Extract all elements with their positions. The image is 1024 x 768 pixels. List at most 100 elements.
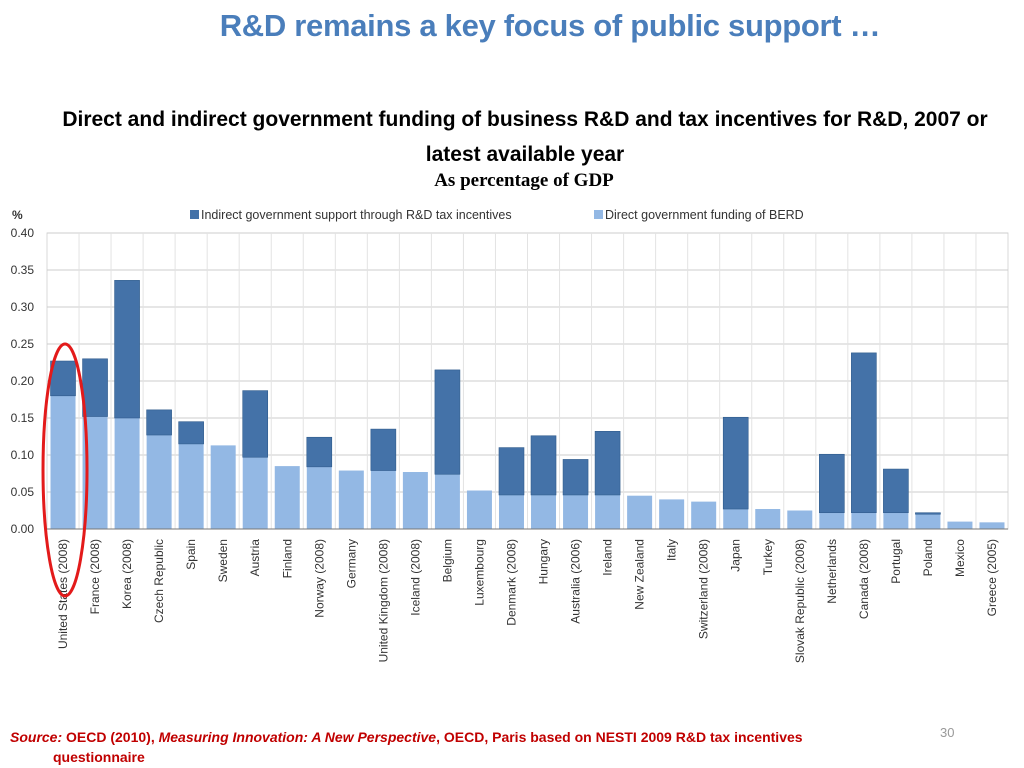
bar-direct-funding bbox=[370, 470, 396, 529]
x-tick-label: Luxembourg bbox=[472, 539, 486, 606]
x-tick-label: Hungary bbox=[537, 539, 551, 584]
bar-direct-funding bbox=[723, 509, 749, 529]
y-tick-label: 0.20 bbox=[11, 374, 35, 388]
y-tick-label: 0.25 bbox=[11, 337, 35, 351]
x-tick-label: Ireland bbox=[601, 539, 615, 576]
bar-direct-funding bbox=[402, 472, 428, 529]
bar-indirect-support bbox=[498, 447, 525, 496]
x-tick-label: Belgium bbox=[440, 539, 454, 582]
bar-indirect-support bbox=[178, 421, 204, 445]
bar-indirect-support bbox=[530, 435, 557, 496]
bar-indirect-support bbox=[883, 468, 909, 514]
bar-direct-funding bbox=[947, 521, 973, 529]
y-axis-unit: % bbox=[12, 208, 23, 222]
x-tick-label: United Kingdom (2008) bbox=[376, 539, 390, 662]
legend-swatch-direct bbox=[594, 210, 603, 219]
bar-indirect-support bbox=[434, 369, 461, 475]
chart-title: Direct and indirect government funding o… bbox=[62, 108, 988, 166]
bar-direct-funding bbox=[274, 466, 300, 529]
legend-label-direct: Direct government funding of BERD bbox=[605, 208, 804, 222]
bar-indirect-support bbox=[114, 280, 140, 419]
highlight-ellipse bbox=[41, 342, 89, 598]
x-tick-label: France (2008) bbox=[88, 539, 102, 614]
bar-indirect-support bbox=[50, 360, 76, 397]
x-tick-label: Poland bbox=[921, 539, 935, 576]
bar-direct-funding bbox=[50, 395, 76, 529]
y-tick-label: 0.00 bbox=[11, 522, 35, 536]
bar-direct-funding bbox=[595, 494, 621, 529]
x-tick-label: Korea (2008) bbox=[120, 539, 134, 609]
bar-indirect-support bbox=[819, 453, 845, 514]
bar-direct-funding bbox=[178, 443, 204, 529]
bar-direct-funding bbox=[466, 490, 492, 529]
bar-indirect-support bbox=[82, 358, 108, 417]
bar-direct-funding bbox=[627, 495, 653, 529]
bar-direct-funding bbox=[338, 470, 364, 529]
bar-indirect-support bbox=[722, 416, 749, 510]
x-tick-label: Greece (2005) bbox=[985, 539, 999, 616]
bar-direct-funding bbox=[915, 514, 941, 529]
x-tick-label: Slovak Republic (2008) bbox=[793, 539, 807, 663]
chart-subtitle: As percentage of GDP bbox=[434, 170, 614, 191]
bar-indirect-support bbox=[370, 428, 397, 471]
stacked-bar-chart: 0.00 0.05 0.10 0.15 0.20 0.25 0.30 0.35 0.40% Uni… bbox=[11, 208, 1009, 663]
x-tick-label: Japan bbox=[729, 539, 743, 572]
x-tick-label: Spain bbox=[184, 539, 198, 570]
bar-indirect-support bbox=[915, 512, 941, 515]
x-tick-label: Netherlands bbox=[825, 539, 839, 604]
legend-label-indirect: Indirect government support through R&D … bbox=[201, 208, 512, 222]
bar-indirect-support bbox=[242, 390, 269, 458]
x-tick-label: Canada (2008) bbox=[857, 539, 871, 619]
x-tick-label: Portugal bbox=[889, 539, 903, 584]
x-tick-label: Mexico bbox=[953, 539, 967, 577]
source-publication-title: Measuring Innovation: A New Perspective bbox=[158, 729, 437, 745]
bar-direct-funding bbox=[531, 494, 557, 529]
x-tick-label: Czech Republic bbox=[152, 539, 166, 623]
y-tick-label: 0.40 bbox=[11, 226, 35, 240]
bar-direct-funding bbox=[787, 510, 813, 529]
bar-direct-funding bbox=[434, 474, 460, 529]
x-tick-label: New Zealand bbox=[633, 539, 647, 610]
y-tick-label: 0.15 bbox=[11, 411, 35, 425]
bar-direct-funding bbox=[146, 435, 172, 529]
bar-direct-funding bbox=[755, 509, 781, 529]
bar-direct-funding bbox=[691, 501, 717, 529]
page-number: 30 bbox=[940, 725, 955, 740]
bar-direct-funding bbox=[210, 445, 236, 529]
x-tick-label: Australia (2006) bbox=[569, 539, 583, 624]
source-text-3: questionnaire bbox=[53, 749, 145, 765]
source-label: Source: bbox=[10, 729, 63, 745]
y-tick-label: 0.10 bbox=[11, 448, 35, 462]
bar-direct-funding bbox=[851, 512, 877, 529]
x-tick-label: Sweden bbox=[216, 539, 230, 582]
bar-indirect-support bbox=[594, 431, 621, 496]
bar-direct-funding bbox=[979, 522, 1005, 529]
source-text-1: OECD (2010), bbox=[62, 729, 159, 745]
bar-indirect-support bbox=[146, 409, 172, 436]
bar-direct-funding bbox=[563, 494, 589, 529]
bar-direct-funding bbox=[306, 466, 332, 529]
bar-direct-funding bbox=[498, 494, 524, 529]
x-tick-label: Germany bbox=[344, 539, 358, 588]
y-tick-label: 0.35 bbox=[11, 263, 35, 277]
x-tick-label: Iceland (2008) bbox=[408, 539, 422, 616]
bar-direct-funding bbox=[883, 512, 909, 529]
slide-title: R&D remains a key focus of public suppor… bbox=[219, 8, 881, 43]
x-tick-label: Turkey bbox=[761, 539, 775, 575]
x-tick-label: Denmark (2008) bbox=[504, 539, 518, 626]
bar-indirect-support bbox=[851, 352, 877, 514]
bar-direct-funding bbox=[819, 512, 845, 529]
x-tick-label: Switzerland (2008) bbox=[697, 539, 711, 639]
y-tick-label: 0.30 bbox=[11, 300, 35, 314]
bar-indirect-support bbox=[562, 459, 589, 496]
source-note: Source: OECD (2010), Measuring Innovatio… bbox=[10, 727, 1010, 767]
legend: Indirect government support through R&D … bbox=[190, 208, 804, 222]
bar-direct-funding bbox=[659, 499, 685, 529]
x-tick-label: Norway (2008) bbox=[312, 539, 326, 618]
y-tick-label: 0.05 bbox=[11, 485, 35, 499]
bar-indirect-support bbox=[306, 436, 333, 468]
x-tick-label: Finland bbox=[280, 539, 294, 578]
source-text-2: , OECD, Paris based on NESTI 2009 R&D ta… bbox=[436, 729, 803, 745]
bar-direct-funding bbox=[114, 418, 140, 529]
legend-swatch-indirect bbox=[190, 210, 199, 219]
